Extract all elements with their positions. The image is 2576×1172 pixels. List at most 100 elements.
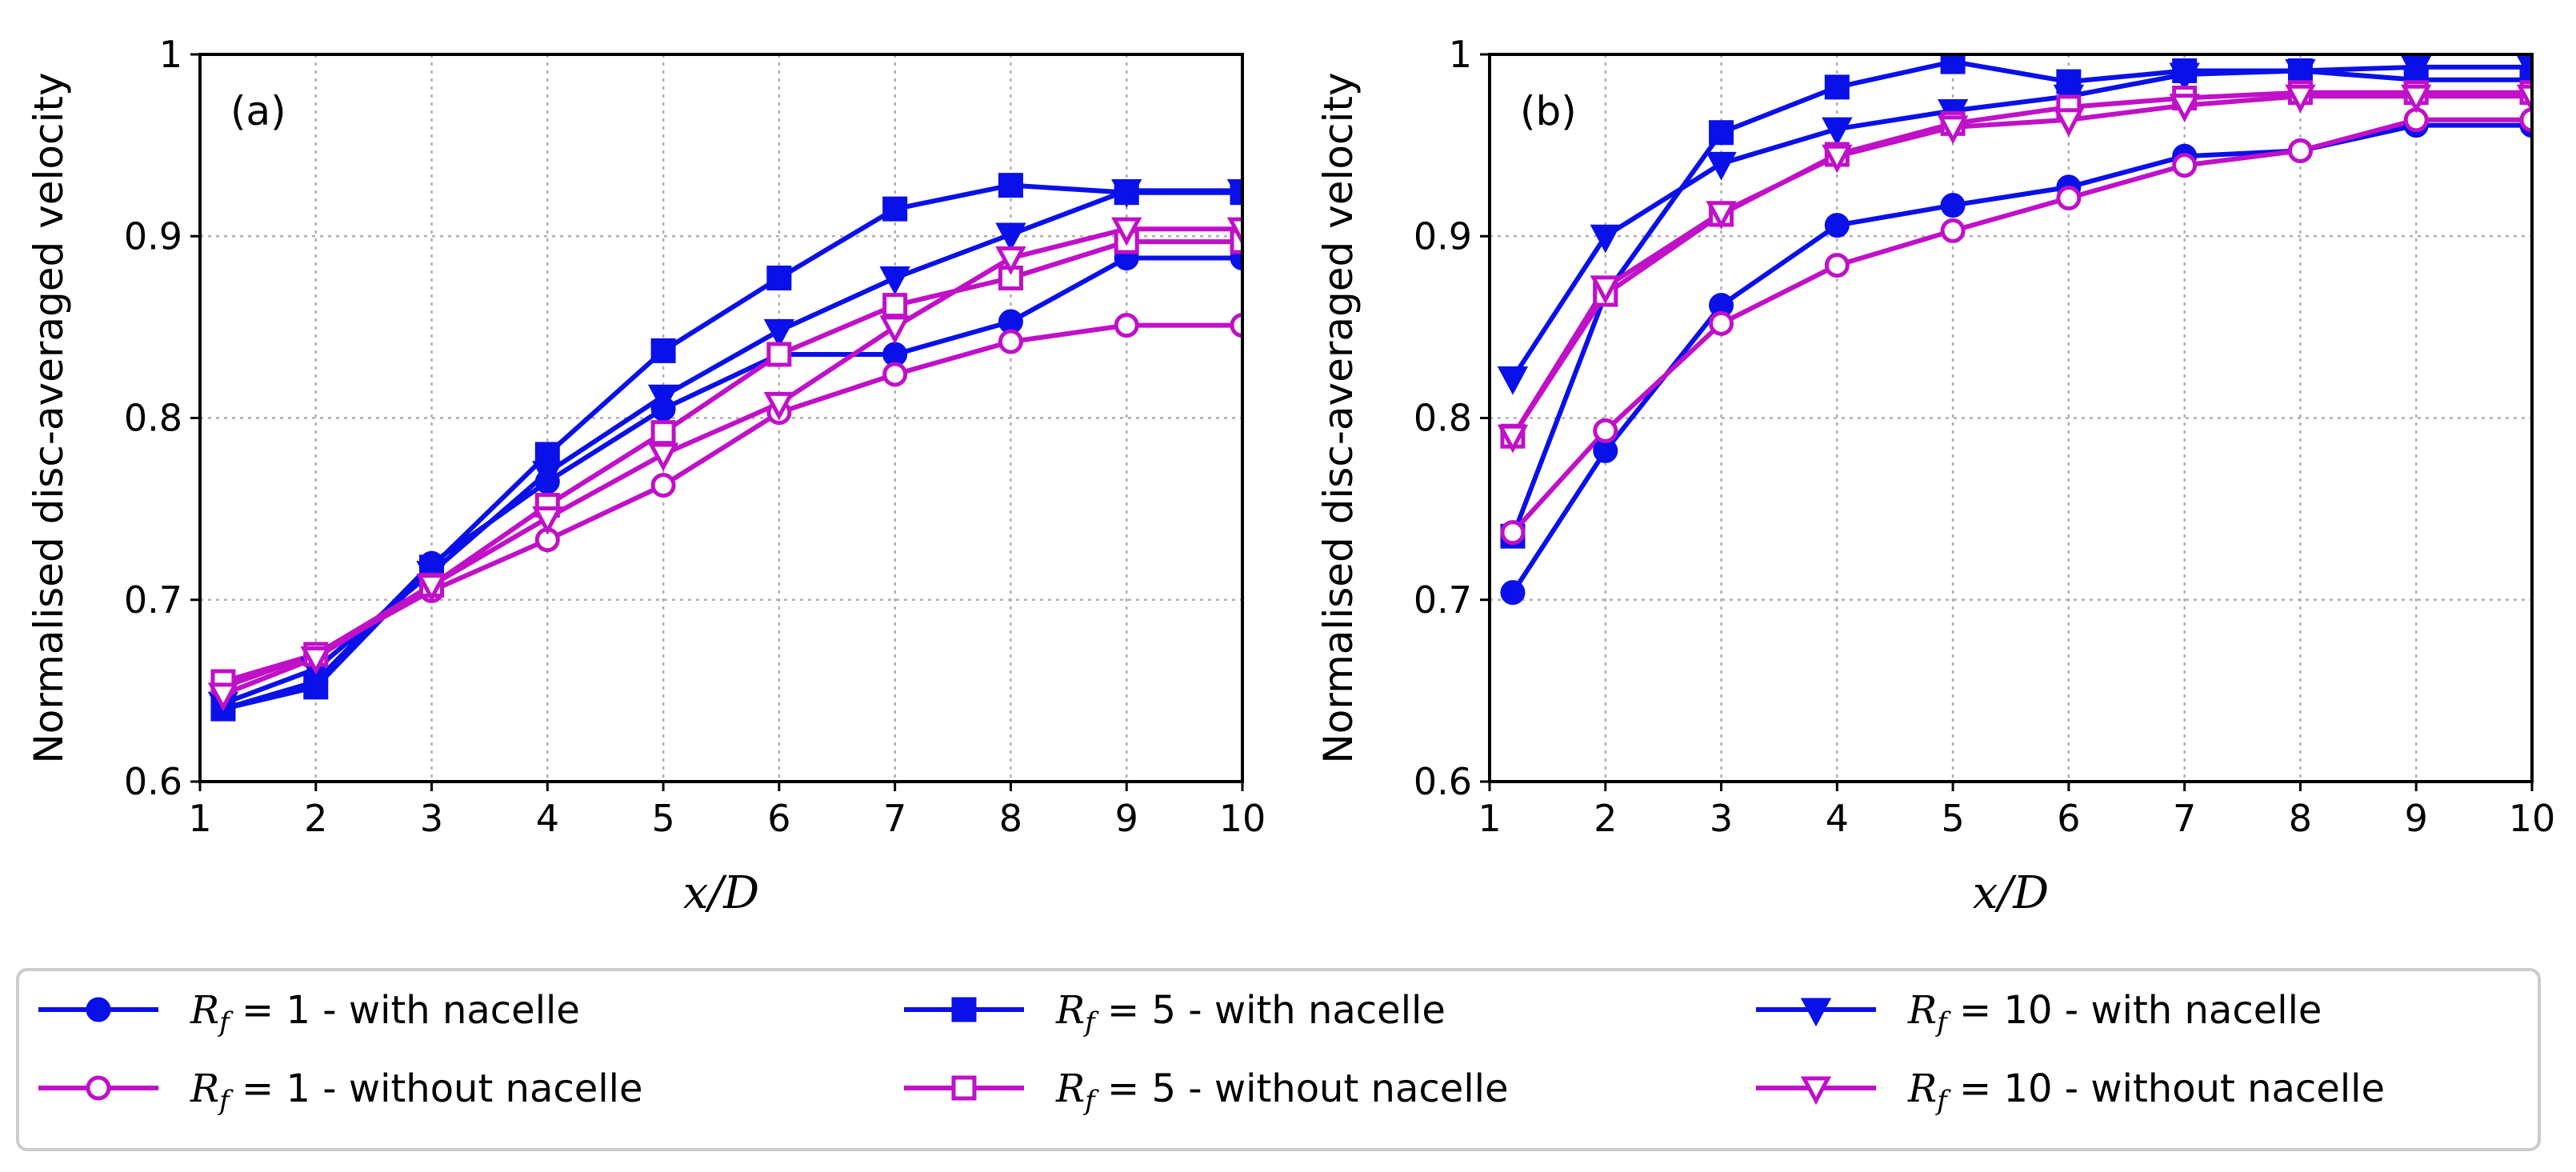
legend-marker-circle xyxy=(86,1075,111,1101)
x-tick-label: 10 xyxy=(1219,797,1266,840)
y-tick-label: 0.8 xyxy=(124,397,182,440)
series-line xyxy=(222,255,1242,711)
data-point-circle xyxy=(1114,313,1139,338)
panel-label: (b) xyxy=(1520,88,1577,134)
series-line xyxy=(222,322,1242,690)
y-tick-label: 0.9 xyxy=(124,214,182,258)
data-point-circle xyxy=(998,329,1023,354)
legend-math-symbol: R xyxy=(1907,988,1937,1033)
data-point-circle xyxy=(1940,193,1966,218)
legend-item: Rf = 5 - without nacelle xyxy=(904,1066,1509,1117)
y-tick-label: 0.7 xyxy=(1414,578,1472,622)
legend-label: Rf = 1 - without nacelle xyxy=(190,1066,643,1117)
series-line xyxy=(1510,64,2532,380)
y-tick-label: 0.8 xyxy=(1414,397,1472,440)
legend-description: - without nacelle xyxy=(310,1066,643,1111)
series-markers xyxy=(210,173,1242,722)
data-point-circle xyxy=(2287,138,2313,163)
data-point-triangle-down xyxy=(995,222,1026,252)
x-tick-label: 10 xyxy=(2509,797,2556,840)
data-point-triangle-down xyxy=(647,384,679,414)
legend-equation: = 10 xyxy=(1947,1066,2053,1111)
panel-label: (a) xyxy=(230,88,286,134)
data-point-triangle-down xyxy=(2401,55,2432,85)
legend-item: Rf = 1 - without nacelle xyxy=(38,1066,643,1117)
data-point-triangle-down xyxy=(995,246,1026,275)
x-tick-label: 6 xyxy=(767,797,790,840)
series-markers xyxy=(1500,80,2532,449)
x-tick-label: 5 xyxy=(651,797,674,840)
data-point-circle xyxy=(1709,310,1734,336)
data-point-square xyxy=(882,293,908,318)
data-point-triangle-down xyxy=(1111,217,1142,246)
x-tick-label: 6 xyxy=(2057,797,2080,840)
legend-math-symbol: R xyxy=(1055,988,1085,1033)
data-point-triangle-down xyxy=(2516,55,2532,85)
data-point-triangle-down xyxy=(2516,84,2532,114)
legend-math-symbol: R xyxy=(190,1066,219,1111)
x-tick-label: 7 xyxy=(2173,797,2196,840)
y-tick-label: 0.6 xyxy=(124,760,182,803)
legend-item: Rf = 10 - without nacelle xyxy=(1756,1066,2385,1117)
x-tick-label: 8 xyxy=(999,797,1022,840)
data-point-triangle-down xyxy=(879,266,910,295)
legend-math-symbol: R xyxy=(190,988,219,1033)
legend-marker-square xyxy=(951,997,977,1022)
x-tick-label: 2 xyxy=(1594,797,1617,840)
legend-equation: = 1 xyxy=(230,1066,310,1111)
data-point-square xyxy=(1709,120,1734,146)
data-point-circle xyxy=(998,309,1023,334)
x-tick-label: 5 xyxy=(1941,797,1964,840)
panel-a: 1 2 3 4 5 6 7 8 9 10 0.6 0.7 0.8 0.9 1 (a) x/D Normalised… xyxy=(26,33,1266,919)
data-point-triangle-down xyxy=(763,391,795,421)
data-point-triangle-down xyxy=(2169,62,2200,92)
data-point-triangle-down xyxy=(1706,201,1737,230)
y-tick-label: 1 xyxy=(159,33,182,76)
data-point-triangle-down xyxy=(2169,94,2200,122)
series-markers xyxy=(1497,84,2532,454)
series-line xyxy=(1510,122,2532,594)
plot-area xyxy=(1497,54,2532,606)
series-markers xyxy=(207,217,1242,712)
data-point-triangle-down xyxy=(1822,144,1853,174)
x-tick-label: 2 xyxy=(304,797,327,840)
y-tick-label: 0.7 xyxy=(124,578,182,622)
legend-item: Rf = 5 - with nacelle xyxy=(904,988,1446,1038)
data-point-triangle-down xyxy=(1937,115,1969,145)
legend-marker-square xyxy=(951,1075,977,1101)
x-tick-label: 1 xyxy=(1478,797,1501,840)
x-axis-title: x/D xyxy=(683,867,759,919)
data-point-triangle-down xyxy=(2285,84,2316,114)
legend: Rf = 1 - with nacelle Rf = 5 - with nacel… xyxy=(16,968,2541,1151)
series-line xyxy=(1510,90,2532,438)
data-point-square xyxy=(766,266,792,291)
legend-label: Rf = 10 - without nacelle xyxy=(1907,1066,2385,1117)
series-markers xyxy=(210,229,1242,694)
data-point-triangle-down xyxy=(532,506,563,535)
data-point-triangle-down xyxy=(1822,117,1853,146)
series-line xyxy=(1510,59,2532,538)
data-point-triangle-down xyxy=(1226,217,1242,246)
legend-label: Rf = 5 - with nacelle xyxy=(1055,988,1446,1038)
series-markers xyxy=(1500,107,2532,546)
data-point-triangle-down xyxy=(1497,366,1529,395)
data-point-circle xyxy=(1500,520,1526,546)
data-point-circle xyxy=(1593,418,1618,443)
legend-math-symbol: R xyxy=(1907,1066,1937,1111)
x-tick-label: 8 xyxy=(2289,797,2312,840)
legend-description: - without nacelle xyxy=(2053,1066,2386,1111)
data-point-triangle-down xyxy=(1590,275,1621,305)
series-line xyxy=(1510,117,2532,534)
data-point-triangle-down xyxy=(416,574,447,602)
data-point-circle xyxy=(1940,218,1966,243)
legend-equation: = 1 xyxy=(230,988,310,1033)
data-point-triangle-down xyxy=(1706,151,1737,181)
legend-label: Rf = 5 - without nacelle xyxy=(1055,1066,1509,1117)
data-point-circle xyxy=(650,473,676,498)
legend-item: Rf = 1 - with nacelle xyxy=(38,988,580,1038)
series-markers xyxy=(1497,55,2532,395)
legend-equation: = 5 xyxy=(1095,988,1176,1033)
x-tick-label: 9 xyxy=(1115,797,1138,840)
data-point-triangle-down xyxy=(879,315,910,345)
